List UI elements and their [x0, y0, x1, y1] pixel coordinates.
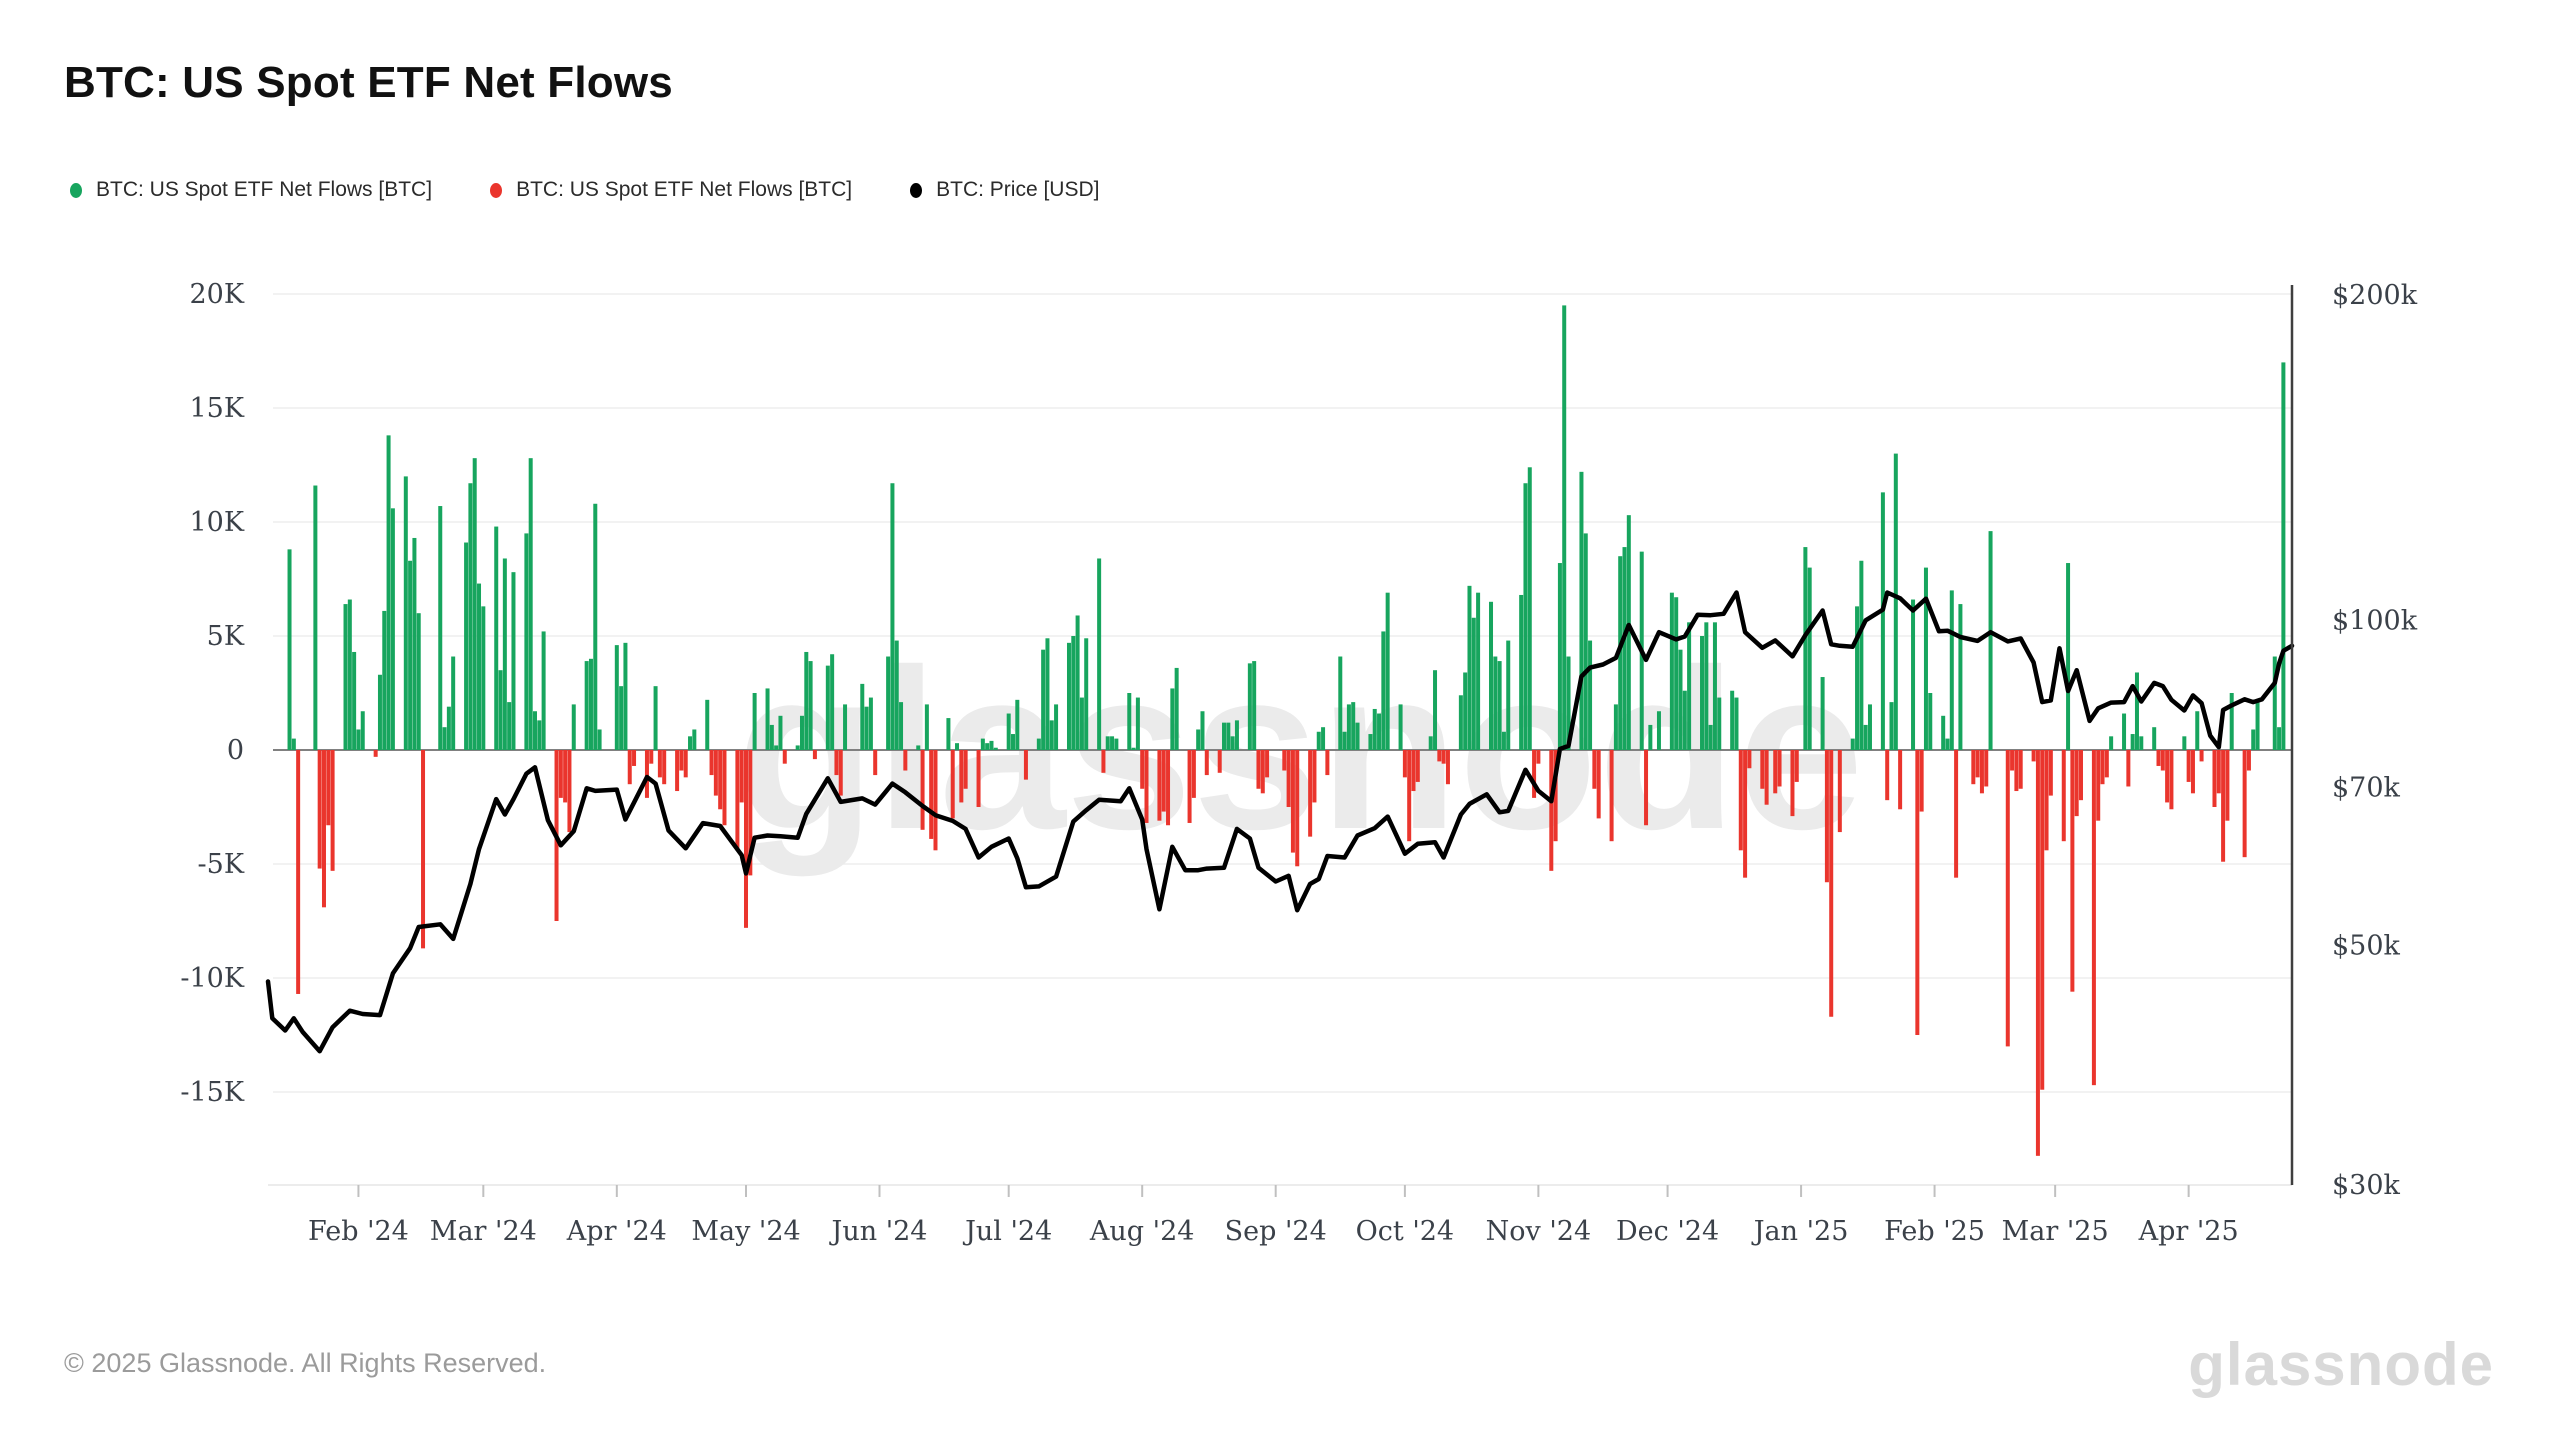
page-title: BTC: US Spot ETF Net Flows	[64, 58, 673, 107]
legend-item-inflows[interactable]: BTC: US Spot ETF Net Flows [BTC]	[70, 178, 432, 202]
svg-text:Apr '24: Apr '24	[566, 1216, 667, 1247]
svg-text:5K: 5K	[207, 621, 245, 652]
svg-text:-10K: -10K	[180, 963, 244, 994]
legend-item-label: BTC: US Spot ETF Net Flows [BTC]	[516, 178, 853, 201]
svg-text:May '24: May '24	[691, 1216, 800, 1247]
legend-item-outflows[interactable]: BTC: US Spot ETF Net Flows [BTC]	[490, 178, 852, 202]
svg-text:Sep '24: Sep '24	[1225, 1216, 1327, 1247]
svg-text:$70k: $70k	[2332, 773, 2401, 804]
legend-item-label: BTC: US Spot ETF Net Flows [BTC]	[96, 178, 433, 201]
svg-text:$30k: $30k	[2332, 1170, 2401, 1201]
svg-text:Feb '24: Feb '24	[308, 1216, 409, 1247]
svg-text:Mar '24: Mar '24	[430, 1216, 537, 1247]
copyright-text: © 2025 Glassnode. All Rights Reserved.	[64, 1348, 547, 1378]
red-dot-icon	[490, 182, 503, 198]
svg-text:Oct '24: Oct '24	[1356, 1216, 1454, 1247]
legend: BTC: US Spot ETF Net Flows [BTC] BTC: US…	[70, 178, 1157, 202]
svg-text:10K: 10K	[189, 507, 244, 538]
glassnode-logo: glassnode	[2188, 1331, 2494, 1398]
svg-text:15K: 15K	[189, 393, 244, 424]
legend-item-label: BTC: Price [USD]	[936, 178, 1100, 201]
svg-text:Feb '25: Feb '25	[1884, 1216, 1985, 1247]
svg-text:Apr '25: Apr '25	[2138, 1216, 2239, 1247]
svg-text:$100k: $100k	[2332, 605, 2418, 636]
svg-text:Mar '25: Mar '25	[2002, 1216, 2109, 1247]
black-dot-icon	[910, 182, 923, 198]
svg-text:0: 0	[227, 735, 244, 766]
svg-text:$200k: $200k	[2332, 280, 2418, 311]
svg-text:Aug '24: Aug '24	[1089, 1216, 1195, 1247]
svg-text:Nov '24: Nov '24	[1486, 1216, 1592, 1247]
svg-text:Dec '24: Dec '24	[1616, 1216, 1719, 1247]
svg-text:$50k: $50k	[2332, 930, 2401, 961]
svg-text:-5K: -5K	[198, 849, 245, 880]
legend-item-price[interactable]: BTC: Price [USD]	[910, 178, 1099, 202]
svg-text:Jun '24: Jun '24	[829, 1216, 928, 1247]
svg-text:-15K: -15K	[180, 1077, 244, 1108]
green-dot-icon	[70, 182, 82, 198]
svg-text:Jan '25: Jan '25	[1751, 1216, 1849, 1247]
svg-text:Jul '24: Jul '24	[962, 1216, 1052, 1247]
svg-text:20K: 20K	[189, 279, 244, 310]
